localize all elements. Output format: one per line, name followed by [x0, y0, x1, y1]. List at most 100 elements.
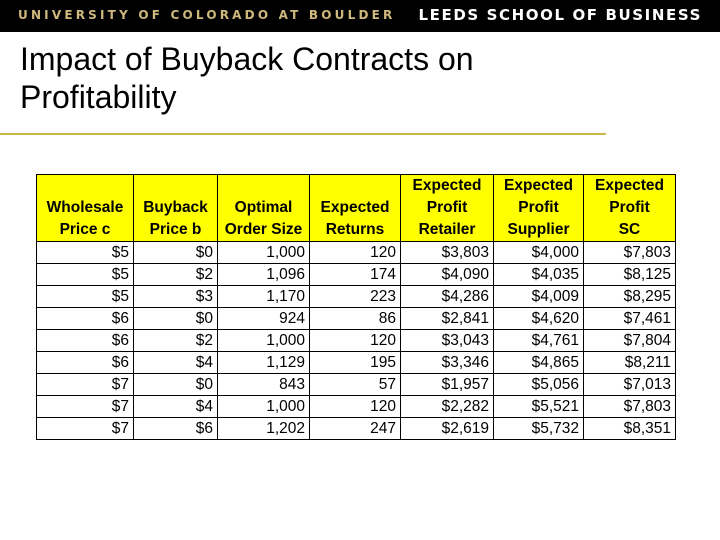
table-cell: 1,000 [217, 395, 310, 418]
header-cell [36, 174, 134, 197]
table-cell: $8,125 [583, 263, 676, 286]
table-row: $5 $3 1,170 223 $4,286 $4,009 $8,295 [36, 285, 676, 308]
table-cell: 174 [309, 263, 401, 286]
header-cell [133, 174, 218, 197]
table-cell: $7 [36, 373, 134, 396]
table-cell: 223 [309, 285, 401, 308]
table-cell: $5 [36, 241, 134, 264]
table-cell: $4 [133, 395, 218, 418]
table-cell: $4,009 [493, 285, 584, 308]
table-cell: $0 [133, 241, 218, 264]
table-row: $5 $0 1,000 120 $3,803 $4,000 $7,803 [36, 241, 676, 264]
table-cell: $0 [133, 373, 218, 396]
table-cell: $5 [36, 285, 134, 308]
table-cell: 1,000 [217, 329, 310, 352]
table-cell: $3,803 [400, 241, 494, 264]
table-cell: 1,096 [217, 263, 310, 286]
table-row: $7 $4 1,000 120 $2,282 $5,521 $7,803 [36, 395, 676, 418]
table-cell: $4,090 [400, 263, 494, 286]
table-cell: 195 [309, 351, 401, 374]
header-cell: Profit [400, 197, 494, 219]
table-cell: $6 [36, 351, 134, 374]
table-cell: $2 [133, 329, 218, 352]
header-cell: Order Size [217, 219, 310, 242]
table-cell: $5,056 [493, 373, 584, 396]
header-cell: Profit [493, 197, 584, 219]
table-cell: $1,957 [400, 373, 494, 396]
table-cell: $3,346 [400, 351, 494, 374]
header-cell: Optimal [217, 197, 310, 219]
table-cell: $8,295 [583, 285, 676, 308]
table-row: $6 $4 1,129 195 $3,346 $4,865 $8,211 [36, 351, 676, 374]
table-cell: $8,351 [583, 417, 676, 440]
table-cell: 1,129 [217, 351, 310, 374]
header-cell [217, 174, 310, 197]
header-cell: Expected [400, 174, 494, 197]
table-cell: $4,620 [493, 307, 584, 330]
table-cell: $8,211 [583, 351, 676, 374]
header-row-2: Wholesale Buyback Optimal Expected Profi… [36, 197, 676, 219]
table-cell: 247 [309, 417, 401, 440]
header-cell: Retailer [400, 219, 494, 242]
title-divider [0, 133, 606, 135]
header-cell: Wholesale [36, 197, 134, 219]
header-cell: Profit [583, 197, 676, 219]
header-cell: SC [583, 219, 676, 242]
table-cell: $6 [36, 307, 134, 330]
table-cell: $7,803 [583, 395, 676, 418]
table-cell: $3 [133, 285, 218, 308]
university-name: UNIVERSITY OF COLORADO AT BOULDER [18, 8, 396, 22]
table-cell: $3,043 [400, 329, 494, 352]
table-cell: $4 [133, 351, 218, 374]
table-cell: $5,521 [493, 395, 584, 418]
header-cell: Expected [493, 174, 584, 197]
table-header: Expected Expected Expected Wholesale Buy… [36, 174, 676, 242]
table-cell: $4,761 [493, 329, 584, 352]
table-cell: $5 [36, 263, 134, 286]
table-cell: $7,461 [583, 307, 676, 330]
table-row: $7 $0 843 57 $1,957 $5,056 $7,013 [36, 373, 676, 396]
table-cell: $0 [133, 307, 218, 330]
slide-title: Impact of Buyback Contracts on Profitabi… [20, 40, 620, 116]
table-cell: 843 [217, 373, 310, 396]
table-cell: $2 [133, 263, 218, 286]
table-cell: 1,170 [217, 285, 310, 308]
table-cell: $7 [36, 417, 134, 440]
table-cell: $4,286 [400, 285, 494, 308]
header-cell: Expected [583, 174, 676, 197]
table-row: $7 $6 1,202 247 $2,619 $5,732 $8,351 [36, 417, 676, 440]
table-cell: 86 [309, 307, 401, 330]
table-cell: $7,013 [583, 373, 676, 396]
title-line-1: Impact of Buyback Contracts on [20, 41, 474, 77]
table-cell: $5,732 [493, 417, 584, 440]
header-row-3: Price c Price b Order Size Returns Retai… [36, 219, 676, 242]
header-cell [309, 174, 401, 197]
table-cell: $6 [133, 417, 218, 440]
table-body: $5 $0 1,000 120 $3,803 $4,000 $7,803 $5 $2 1,096 1… [36, 241, 676, 440]
table-row: $6 $2 1,000 120 $3,043 $4,761 $7,804 [36, 329, 676, 352]
table-cell: $2,841 [400, 307, 494, 330]
table-cell: 120 [309, 241, 401, 264]
table-cell: 1,202 [217, 417, 310, 440]
table-row: $6 $0 924 86 $2,841 $4,620 $7,461 [36, 307, 676, 330]
table-cell: 57 [309, 373, 401, 396]
table-cell: 924 [217, 307, 310, 330]
table-cell: $4,000 [493, 241, 584, 264]
table-cell: $6 [36, 329, 134, 352]
header-cell: Price c [36, 219, 134, 242]
header-cell: Buyback [133, 197, 218, 219]
header-cell: Expected [309, 197, 401, 219]
table-cell: $7 [36, 395, 134, 418]
header-cell: Supplier [493, 219, 584, 242]
header-cell: Returns [309, 219, 401, 242]
table-cell: $2,619 [400, 417, 494, 440]
header-banner: UNIVERSITY OF COLORADO AT BOULDER LEEDS … [0, 0, 720, 32]
table-cell: $7,803 [583, 241, 676, 264]
table-cell: 120 [309, 395, 401, 418]
table-row: $5 $2 1,096 174 $4,090 $4,035 $8,125 [36, 263, 676, 286]
header-row-1: Expected Expected Expected [36, 174, 676, 197]
school-name: LEEDS SCHOOL OF BUSINESS [418, 6, 702, 24]
header-cell: Price b [133, 219, 218, 242]
table-cell: $4,035 [493, 263, 584, 286]
table-cell: $4,865 [493, 351, 584, 374]
